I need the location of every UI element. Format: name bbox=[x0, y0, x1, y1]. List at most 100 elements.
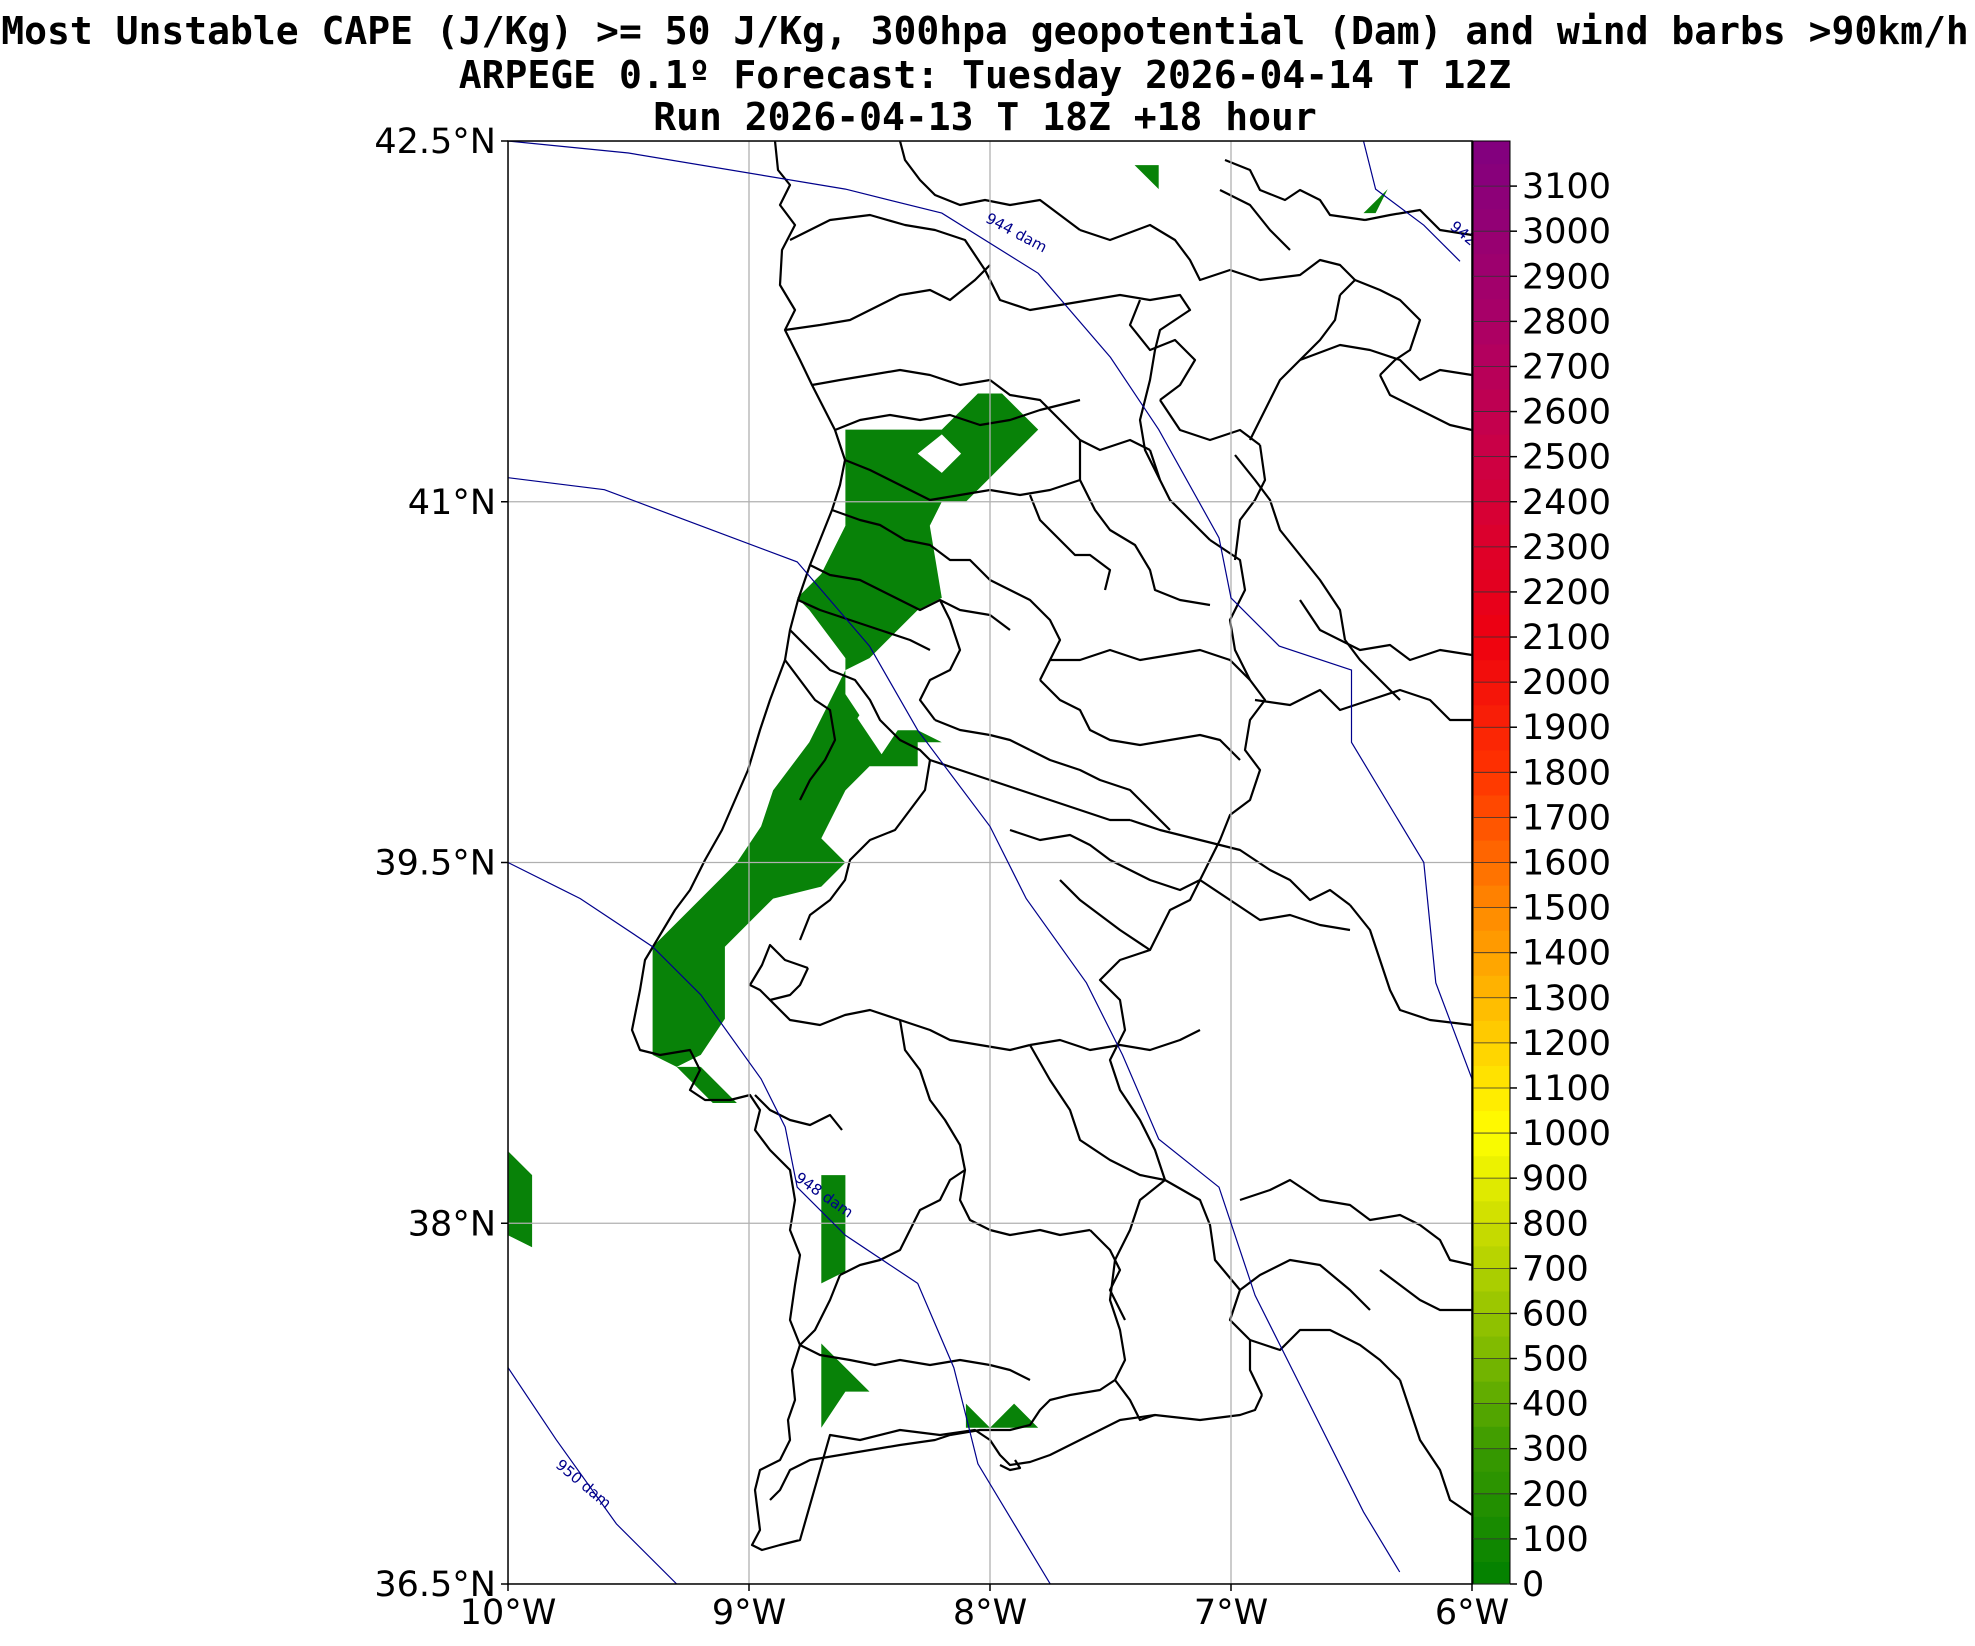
colorbar-tick-label-13: 1300 bbox=[1522, 979, 1611, 1019]
colorbar-tick-label-31: 3100 bbox=[1522, 167, 1611, 207]
colorbar-tick-label-24: 2400 bbox=[1522, 483, 1611, 523]
colorbar-bin bbox=[1473, 524, 1510, 548]
contour-label-0: 944 dam bbox=[983, 209, 1050, 256]
colorbar-tick-label-5: 500 bbox=[1522, 1340, 1589, 1380]
boundary-line-21 bbox=[1129, 818, 1351, 906]
colorbar-bin bbox=[1473, 749, 1510, 773]
boundary-line-6 bbox=[1079, 223, 1357, 296]
x-tick-label-3: 7°W bbox=[1194, 1593, 1268, 1633]
y-axis-ticks: 36.5°N 38°N 39.5°N 41°N 42.5°N bbox=[374, 122, 508, 1605]
cape-region-1 bbox=[676, 1066, 737, 1103]
colorbar-tick-label-2: 200 bbox=[1522, 1475, 1589, 1515]
colorbar-bin bbox=[1473, 1223, 1510, 1247]
colorbar-tick-label-14: 1400 bbox=[1522, 934, 1611, 974]
boundary-line-23 bbox=[1199, 879, 1351, 932]
colorbar-bin bbox=[1473, 952, 1510, 976]
boundary-line-28 bbox=[1398, 1379, 1472, 1516]
colorbar-bin bbox=[1473, 659, 1510, 683]
contour-line-4 bbox=[508, 1367, 678, 1584]
boundary-line-64 bbox=[999, 1459, 1022, 1472]
boundary-line-10 bbox=[1299, 343, 1472, 382]
colorbar-bin bbox=[1473, 704, 1510, 728]
colorbar-bin bbox=[1473, 1065, 1510, 1089]
colorbar-bin bbox=[1473, 1448, 1510, 1472]
y-tick-label-2: 39.5°N bbox=[374, 844, 496, 884]
colorbar-tick-label-29: 2900 bbox=[1522, 257, 1611, 297]
colorbar-bin bbox=[1473, 1155, 1510, 1179]
y-tick-label-1: 38°N bbox=[408, 1204, 496, 1244]
cape-region-7 bbox=[1134, 165, 1159, 190]
colorbar-bin bbox=[1473, 975, 1510, 999]
colorbar-bin bbox=[1473, 434, 1510, 458]
contour-line-2 bbox=[508, 477, 1401, 1573]
boundary-line-48 bbox=[784, 659, 837, 801]
colorbar-bin bbox=[1473, 1516, 1510, 1540]
colorbar-bin bbox=[1473, 862, 1510, 886]
boundary-line-35 bbox=[1078, 440, 1211, 607]
boundary-line-58 bbox=[1108, 1179, 1166, 1381]
boundary-line-61 bbox=[1089, 1229, 1126, 1321]
boundary-line-45 bbox=[1029, 749, 1171, 831]
boundary-line-25 bbox=[1419, 1224, 1472, 1267]
colorbar-bin bbox=[1473, 930, 1510, 954]
cape-region-3 bbox=[821, 1175, 846, 1284]
colorbar-tick-label-12: 1200 bbox=[1522, 1024, 1611, 1064]
colorbar-bin bbox=[1473, 907, 1510, 931]
colorbar-bin bbox=[1473, 1493, 1510, 1517]
colorbar-tick-label-26: 2600 bbox=[1522, 393, 1611, 433]
boundary-line-38 bbox=[831, 508, 1062, 681]
colorbar-bin bbox=[1473, 614, 1510, 638]
boundary-line-44 bbox=[934, 718, 1031, 751]
colorbar-tick-label-8: 800 bbox=[1522, 1204, 1589, 1244]
colorbar-bin bbox=[1473, 321, 1510, 345]
boundary-line-56 bbox=[839, 1169, 966, 1276]
boundary-line-53 bbox=[1029, 1029, 1201, 1052]
boundary-line-27 bbox=[1379, 1269, 1472, 1312]
boundary-line-63 bbox=[799, 1344, 1031, 1381]
colorbar-tick-label-25: 2500 bbox=[1522, 438, 1611, 478]
boundary-line-30 bbox=[784, 264, 991, 332]
colorbar-tick-label-7: 700 bbox=[1522, 1249, 1589, 1289]
colorbar-bin bbox=[1473, 637, 1510, 661]
colorbar-tick-label-3: 300 bbox=[1522, 1430, 1589, 1470]
colorbar-bin bbox=[1473, 1133, 1510, 1157]
boundary-line-57 bbox=[799, 1274, 842, 1346]
colorbar-bin bbox=[1473, 1381, 1510, 1405]
y-tick-label-0: 36.5°N bbox=[374, 1565, 496, 1605]
colorbar-tick-label-15: 1500 bbox=[1522, 889, 1611, 929]
boundary-line-18 bbox=[1379, 374, 1472, 432]
contour-line-0 bbox=[508, 141, 1472, 1080]
colorbar-tick-label-1: 100 bbox=[1522, 1520, 1589, 1560]
boundary-line-24 bbox=[1239, 1178, 1421, 1226]
x-axis-ticks: 10°W 9°W 8°W 7°W 6°W bbox=[460, 1584, 1509, 1633]
boundary-line-47 bbox=[929, 758, 1130, 822]
title-line-1: Most Unstable CAPE (J/Kg) >= 50 J/Kg, 30… bbox=[1, 9, 1969, 53]
colorbar-tick-label-30: 3000 bbox=[1522, 212, 1611, 252]
colorbar-bin bbox=[1473, 569, 1510, 593]
y-tick-label-3: 41°N bbox=[408, 483, 496, 523]
boundary-line-2 bbox=[754, 1094, 843, 1131]
cape-region-6 bbox=[990, 1403, 1039, 1428]
boundary-line-54 bbox=[898, 1019, 1091, 1237]
colorbar-bin bbox=[1473, 817, 1510, 841]
boundary-line-49 bbox=[1009, 828, 1201, 892]
colorbar-bin bbox=[1473, 1290, 1510, 1315]
colorbar-tick-label-10: 1000 bbox=[1522, 1114, 1611, 1154]
contour-line-1 bbox=[1362, 141, 1461, 262]
gridlines bbox=[508, 141, 1472, 1584]
colorbar-tick-label-27: 2700 bbox=[1522, 347, 1611, 387]
boundary-line-50 bbox=[798, 759, 932, 941]
colorbar-bin bbox=[1473, 682, 1510, 706]
colorbar-tick-label-18: 1800 bbox=[1522, 753, 1611, 793]
boundary-line-19 bbox=[1254, 688, 1472, 722]
colorbar-bin bbox=[1473, 1335, 1510, 1360]
boundary-line-9 bbox=[1299, 599, 1472, 662]
x-tick-label-0: 10°W bbox=[460, 1593, 557, 1633]
boundary-line-15 bbox=[1159, 399, 1261, 446]
boundary-line-26 bbox=[1249, 1328, 1401, 1381]
chart-title: Most Unstable CAPE (J/Kg) >= 50 J/Kg, 30… bbox=[1, 9, 1969, 139]
boundary-line-42 bbox=[918, 599, 962, 721]
colorbar-bin bbox=[1473, 794, 1510, 819]
boundary-line-8 bbox=[1234, 454, 1347, 641]
